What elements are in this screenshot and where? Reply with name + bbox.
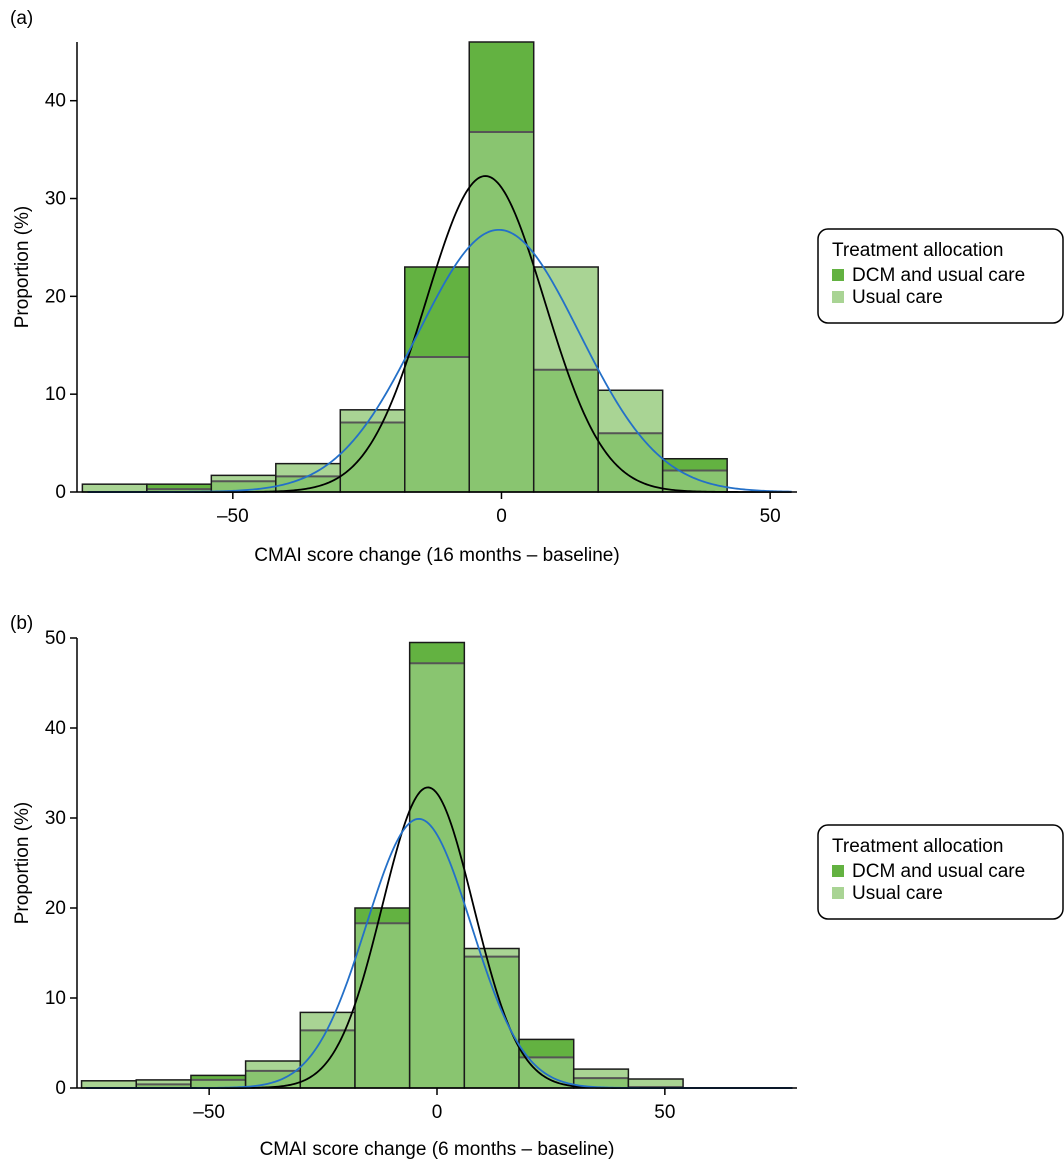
y-tick-label: 0 [55, 1078, 66, 1099]
y-tick-label: 40 [45, 91, 66, 112]
legend-title: Treatment allocation [832, 836, 1003, 857]
bar-bin-1 [81, 483, 148, 493]
overlap-bar [469, 132, 534, 492]
bar-bin-8 [463, 947, 520, 1089]
dcm-legend-swatch [832, 269, 844, 281]
legend-box [817, 824, 1064, 920]
overlap-bar [136, 1084, 191, 1088]
bar-bin-9 [518, 1038, 575, 1089]
overlap-bar [662, 470, 728, 492]
y-tick-label: 30 [45, 189, 66, 210]
usual-excess-bar [598, 390, 663, 434]
x-tick-label: 0 [496, 506, 507, 527]
usual-excess-bar [464, 948, 520, 957]
x-tick-label: –50 [217, 506, 249, 527]
legend-item-label: DCM and usual care [852, 861, 1025, 882]
usual-excess-bar [300, 1012, 355, 1031]
usual-excess-bar [136, 1079, 191, 1085]
legend-title: Treatment allocation [832, 240, 1003, 261]
bar-bin-10 [661, 457, 728, 493]
y-tick-label: 50 [45, 628, 66, 649]
legend-item-label: DCM and usual care [852, 265, 1025, 286]
y-tick-label: 30 [45, 808, 66, 829]
legend: Treatment allocation DCM and usual careUs… [817, 824, 1064, 920]
panel-b: (b) 0 10 20 30 40 50 –50 0 50 CMAI score change (6… [10, 613, 1064, 1160]
usual-excess-bar [628, 1079, 684, 1088]
bar-bin-5 [339, 409, 406, 493]
overlap-bar [404, 357, 470, 492]
bar-bin-11 [627, 1078, 684, 1089]
overlap-bar [340, 422, 405, 492]
y-tick-label: 10 [45, 384, 66, 405]
overlap-bar [275, 476, 341, 492]
usual-excess-bar [275, 463, 341, 477]
usual-excess-bar [211, 475, 276, 482]
bar-bin-2 [135, 1079, 192, 1089]
overlap-bar [409, 663, 465, 1088]
overlap-bar [245, 1070, 301, 1088]
bars [81, 41, 728, 493]
y-tick-label: 40 [45, 718, 66, 739]
usual-excess-bar [81, 1080, 137, 1088]
x-tick-label: 0 [432, 1102, 443, 1123]
overlap-bar [354, 923, 410, 1088]
overlap-bar [573, 1078, 629, 1088]
x-axis-label: CMAI score change (16 months – baseline) [254, 545, 619, 566]
bar-bin-5 [299, 1011, 356, 1089]
overlap-bar [211, 481, 276, 492]
bar-bin-7 [408, 641, 466, 1089]
dcm-excess-bar [190, 1075, 246, 1080]
legend-box [817, 228, 1064, 324]
legend-item-label: Usual care [852, 883, 943, 904]
usual-legend-swatch [832, 887, 844, 899]
panel-label: (a) [10, 8, 33, 29]
usual-excess-bar [533, 267, 599, 370]
y-tick-label: 10 [45, 988, 66, 1009]
bars [80, 641, 684, 1089]
dcm-excess-bar [354, 908, 410, 924]
usual-excess-bar [573, 1069, 629, 1079]
x-axis-label: CMAI score change (6 months – baseline) [260, 1139, 615, 1160]
bar-bin-7 [468, 41, 535, 493]
usual-legend-swatch [832, 291, 844, 303]
bar-bin-8 [532, 266, 599, 493]
bar-bin-9 [597, 389, 664, 493]
dcm-excess-bar [519, 1039, 574, 1058]
dcm-excess-bar [146, 484, 212, 490]
panel-label: (b) [10, 613, 33, 634]
usual-excess-bar [82, 484, 147, 492]
dcm-excess-bar [409, 642, 465, 664]
dcm-excess-bar [404, 267, 470, 357]
y-axis-label: Proportion (%) [12, 206, 33, 329]
bar-bin-3 [190, 1074, 247, 1089]
x-tick-label: 50 [654, 1102, 675, 1123]
y-tick-label: 20 [45, 898, 66, 919]
y-tick-label: 0 [55, 482, 66, 503]
x-tick-label: 50 [760, 506, 781, 527]
usual-excess-bar [245, 1061, 301, 1071]
overlap-bar [598, 433, 663, 492]
x-tick-label: –50 [193, 1102, 225, 1123]
y-axis-label: Proportion (%) [12, 802, 33, 925]
bar-bin-1 [80, 1080, 137, 1089]
legend: Treatment allocation DCM and usual careUs… [817, 228, 1064, 324]
dcm-excess-bar [662, 458, 728, 471]
overlap-bar [533, 369, 599, 492]
dcm-excess-bar [469, 42, 534, 132]
dcm-legend-swatch [832, 865, 844, 877]
overlap-bar [190, 1079, 246, 1088]
overlap-bar [464, 956, 520, 1088]
panel-a: (a) 0 10 20 30 40 –50 0 50 CMAI score change (16 … [10, 8, 1064, 566]
y-tick-label: 20 [45, 286, 66, 307]
legend-item-label: Usual care [852, 287, 943, 308]
overlap-bar [146, 489, 212, 492]
bar-bin-6 [404, 266, 470, 493]
